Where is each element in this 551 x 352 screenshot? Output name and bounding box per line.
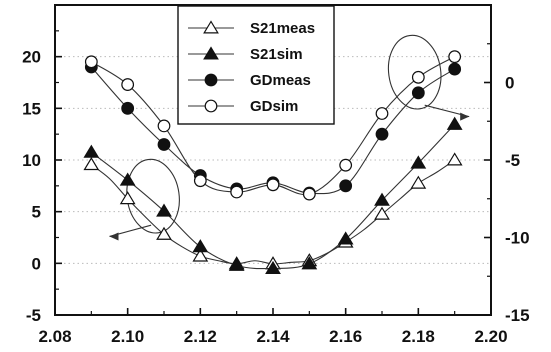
x-tick-label: 2.18 [402, 327, 435, 346]
legend-entry-gdsim: GDsim [188, 98, 298, 115]
series [83, 50, 463, 274]
y-right-tick-label: -15 [505, 306, 530, 325]
x-tick-label: 2.20 [474, 327, 507, 346]
point-s21sim [119, 172, 136, 186]
x-tick-label: 2.14 [256, 327, 290, 346]
annotation-arrowhead [109, 232, 119, 241]
legend-entry-s21meas: S21meas [188, 20, 315, 37]
y-left-tick-label: 0 [32, 254, 41, 273]
legend-label: GDsim [250, 98, 298, 115]
legend-marker [204, 99, 218, 113]
y-left-tick-label: 20 [22, 48, 41, 67]
legend: S21meas S21sim GDmeas GDsim [177, 5, 335, 125]
point-gdsim [266, 178, 280, 192]
point-s21sim [410, 155, 427, 169]
point-gdsim [448, 50, 462, 64]
point-gdsim [193, 174, 207, 188]
legend-label: S21sim [250, 46, 303, 63]
x-tick-label: 2.12 [184, 327, 217, 346]
point-gdmeas [411, 86, 425, 100]
legend-box [177, 5, 335, 125]
point-gdsim [121, 78, 135, 91]
y-left-tick-label: 15 [22, 99, 41, 118]
x-tick-label: 2.08 [38, 327, 71, 346]
legend-entry-gdmeas: GDmeas [188, 72, 311, 89]
annotation-arrowhead [460, 112, 470, 121]
point-gdsim [157, 119, 171, 133]
axes: 2.08 2.10 2.12 2.14 2.16 2.18 2.20 -5 0 5 10 15 20 -1… [22, 4, 530, 346]
point-gdsim [411, 70, 425, 84]
point-s21meas [83, 156, 100, 171]
legend-label: S21meas [250, 20, 315, 37]
point-gdsim [375, 107, 389, 120]
point-gdmeas [448, 62, 462, 76]
y-right-tick-label: -10 [505, 229, 530, 248]
y-left-tick-label: -5 [26, 306, 41, 325]
annotation-1 [109, 158, 180, 241]
legend-marker [204, 73, 218, 87]
point-s21meas [119, 191, 136, 205]
point-s21sim [228, 257, 245, 271]
y-left-tick-label: 10 [22, 151, 41, 170]
x-tick-label: 2.16 [329, 327, 362, 346]
point-s21sim [265, 260, 281, 274]
point-s21sim [156, 203, 172, 217]
series-line-s21sim [90, 123, 456, 270]
point-s21sim [337, 231, 354, 245]
series-s21sim [83, 116, 463, 274]
point-s21meas [446, 152, 463, 166]
annotation-2 [387, 34, 470, 121]
legend-marker [203, 20, 219, 34]
point-gdsim [84, 55, 98, 69]
point-s21meas [410, 175, 427, 189]
point-gdsim [230, 185, 244, 199]
y-right-tick-label: -5 [505, 151, 520, 170]
y-left-tick-label: 5 [32, 203, 41, 222]
series-s21meas [83, 152, 463, 270]
point-s21sim [83, 144, 100, 158]
point-s21sim [446, 116, 463, 130]
legend-marker [203, 46, 219, 60]
point-gdsim [302, 187, 316, 201]
point-s21sim [374, 192, 390, 206]
annotation-ellipse [387, 34, 442, 110]
x-tick-label: 2.10 [111, 327, 144, 346]
y-right-tick-label: 0 [505, 74, 514, 93]
point-gdmeas [121, 101, 135, 115]
point-gdmeas [339, 179, 353, 193]
point-s21sim [301, 256, 318, 270]
legend-label: GDmeas [250, 72, 311, 89]
point-s21meas [192, 248, 209, 262]
point-s21sim [192, 239, 209, 253]
point-s21meas [374, 206, 390, 220]
point-gdmeas [375, 127, 389, 141]
series-gdsim [84, 50, 462, 201]
point-gdsim [339, 158, 353, 172]
point-gdmeas [157, 138, 171, 151]
legend-entry-s21sim: S21sim [188, 46, 303, 63]
point-s21meas [156, 226, 172, 240]
